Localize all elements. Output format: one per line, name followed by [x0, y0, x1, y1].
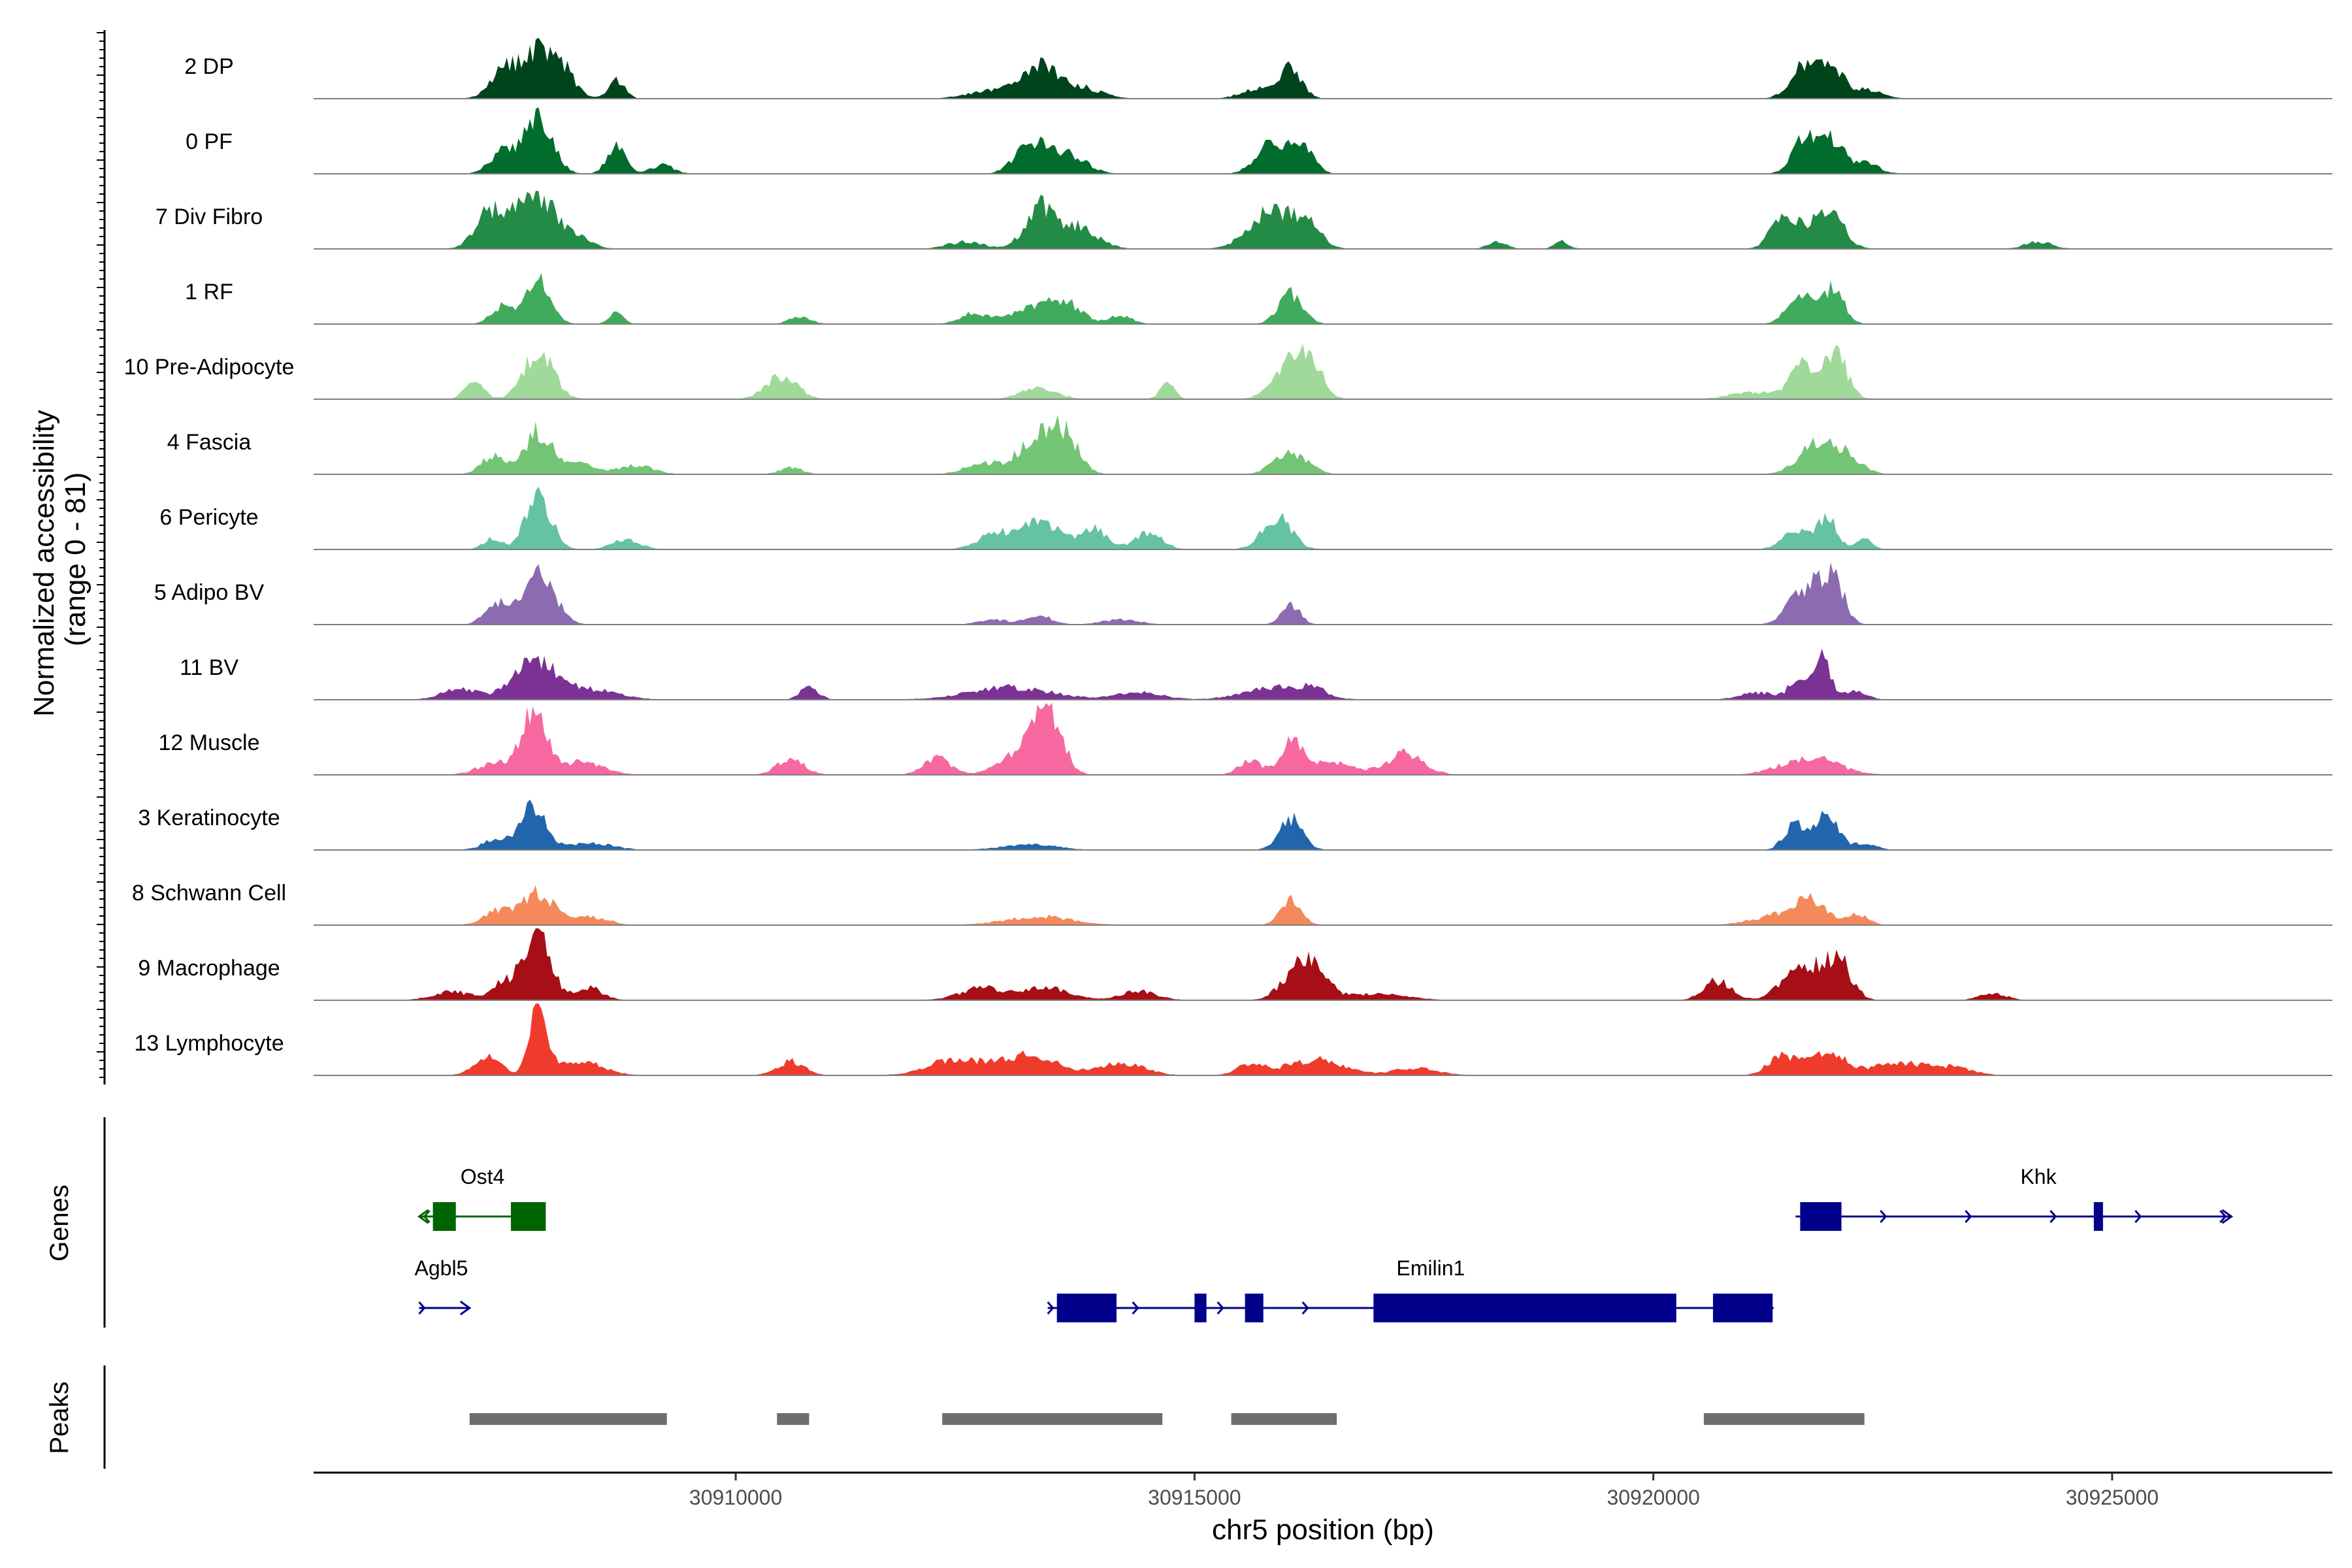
exon	[1056, 1294, 1117, 1322]
x-axis: 30910000 30915000 30920000 30925000 chr5 po…	[314, 1471, 2332, 1546]
strand-chevron	[1301, 1301, 1309, 1315]
exon	[433, 1202, 456, 1231]
track-6: 4 Fascia	[167, 414, 2332, 475]
exon	[2093, 1202, 2103, 1231]
coverage-area-track-3	[314, 191, 2332, 249]
exon	[1373, 1294, 1676, 1322]
track-8: 5 Adipo BV	[154, 562, 2332, 625]
strand-chevron	[423, 1210, 431, 1223]
track-9: 11 BV	[180, 648, 2332, 700]
exon	[1245, 1294, 1264, 1322]
coverage-area-track-7	[314, 486, 2332, 549]
strand-chevron	[2050, 1210, 2057, 1223]
gene-ost4: Ost4	[417, 1165, 546, 1231]
strand-chevron	[418, 1301, 426, 1315]
gene-emilin1: Emilin1	[1047, 1256, 1774, 1322]
track-7: 6 Pericyte	[159, 486, 2332, 550]
coverage-y-title-line-2: (range 0 - 81)	[59, 472, 91, 647]
coverage-area-track-4	[314, 272, 2332, 324]
strand-chevron	[2219, 1210, 2227, 1223]
track-label-3: 7 Div Fibro	[155, 204, 263, 229]
x-tick-label: 30920000	[1607, 1486, 1699, 1509]
coverage-tracks: 2 DP 0 PF 7 Div Fibro 1 RF 10 Pre-Adipocyte 4…	[124, 37, 2332, 1076]
track-2: 0 PF	[186, 107, 2332, 174]
track-label-10: 12 Muscle	[159, 730, 260, 755]
peak-bar-5	[1703, 1413, 1865, 1425]
track-label-2: 0 PF	[186, 129, 233, 154]
track-label-8: 5 Adipo BV	[154, 580, 265, 605]
peak-bar-4	[1231, 1413, 1337, 1425]
coverage-area-track-10	[314, 703, 2332, 775]
x-axis-ticks: 30910000 30915000 30920000 30925000	[689, 1473, 2159, 1509]
peak-bar-1	[469, 1413, 667, 1425]
coverage-y-axis-ticks	[97, 32, 105, 1078]
peak-bar-3	[942, 1413, 1163, 1425]
gene-label-agbl5: Agbl5	[415, 1256, 468, 1280]
x-tick-label: 30910000	[689, 1486, 782, 1509]
exon	[1194, 1294, 1207, 1322]
strand-arrowhead	[2221, 1209, 2234, 1224]
genes-panel-label: Genes	[45, 1184, 74, 1262]
track-label-11: 3 Keratinocyte	[138, 806, 280, 830]
exon	[1800, 1202, 1842, 1231]
track-label-4: 1 RF	[185, 280, 233, 304]
track-label-14: 13 Lymphocyte	[134, 1031, 284, 1056]
strand-arrowhead	[417, 1209, 429, 1224]
track-label-13: 9 Macrophage	[138, 956, 280, 981]
coverage-area-track-2	[314, 107, 2332, 174]
coverage-area-track-14	[314, 1004, 2332, 1075]
track-label-5: 10 Pre-Adipocyte	[124, 355, 295, 380]
coverage-panel: 2 DP 0 PF 7 Div Fibro 1 RF 10 Pre-Adipocyte 4…	[97, 30, 2332, 1085]
x-tick-label: 30915000	[1148, 1486, 1241, 1509]
coverage-area-track-6	[314, 414, 2332, 474]
x-tick-label: 30925000	[2066, 1486, 2159, 1509]
coverage-y-title: Normalized accessibility (range 0 - 81)	[28, 402, 91, 717]
strand-chevron	[2134, 1210, 2142, 1223]
gene-label-emilin1: Emilin1	[1396, 1256, 1465, 1280]
track-10: 12 Muscle	[159, 703, 2332, 776]
coverage-area-track-12	[314, 885, 2332, 925]
gene-khk: Khk	[1795, 1165, 2234, 1231]
exon	[510, 1202, 546, 1231]
gene-label-ost4: Ost4	[461, 1165, 505, 1188]
track-label-7: 6 Pericyte	[159, 505, 258, 530]
track-label-1: 2 DP	[184, 54, 234, 79]
x-axis-title: chr5 position (bp)	[1212, 1514, 1434, 1546]
coverage-y-title-line-1: Normalized accessibility	[28, 410, 60, 716]
track-4: 1 RF	[185, 272, 2332, 325]
peak-bars	[469, 1413, 1865, 1425]
track-1: 2 DP	[184, 37, 2332, 99]
coverage-area-track-1	[314, 37, 2332, 99]
peak-bar-2	[777, 1413, 809, 1425]
gene-label-khk: Khk	[2020, 1165, 2057, 1188]
coverage-area-track-9	[314, 648, 2332, 700]
strand-chevron	[1880, 1210, 1887, 1223]
track-14: 13 Lymphocyte	[134, 1004, 2332, 1076]
track-5: 10 Pre-Adipocyte	[124, 343, 2332, 400]
strand-chevron	[1965, 1210, 1972, 1223]
strand-chevron	[1047, 1301, 1054, 1315]
track-12: 8 Schwann Cell	[132, 881, 2332, 926]
peaks-panel-label: Peaks	[45, 1381, 74, 1454]
coverage-area-track-8	[314, 562, 2332, 625]
track-label-9: 11 BV	[180, 655, 238, 680]
track-label-6: 4 Fascia	[167, 430, 252, 455]
peaks-panel: Peaks	[45, 1365, 1865, 1469]
track-label-12: 8 Schwann Cell	[132, 881, 286, 906]
gene-agbl5: Agbl5	[415, 1256, 472, 1316]
coverage-area-track-5	[314, 343, 2332, 399]
gene-models: Ost4 Khk Agbl5 Emilin1	[415, 1165, 2234, 1322]
track-11: 3 Keratinocyte	[138, 799, 2332, 851]
coverage-area-track-11	[314, 799, 2332, 850]
track-3: 7 Div Fibro	[155, 191, 2332, 250]
strand-arrowhead	[459, 1300, 472, 1316]
genes-panel: Genes Ost4 Khk Agbl5 Emilin1	[45, 1117, 2234, 1328]
exon	[1712, 1294, 1773, 1322]
strand-chevron	[1132, 1301, 1139, 1315]
strand-chevron	[1217, 1301, 1224, 1315]
coverage-area-track-13	[314, 928, 2332, 1000]
track-13: 9 Macrophage	[138, 928, 2332, 1001]
